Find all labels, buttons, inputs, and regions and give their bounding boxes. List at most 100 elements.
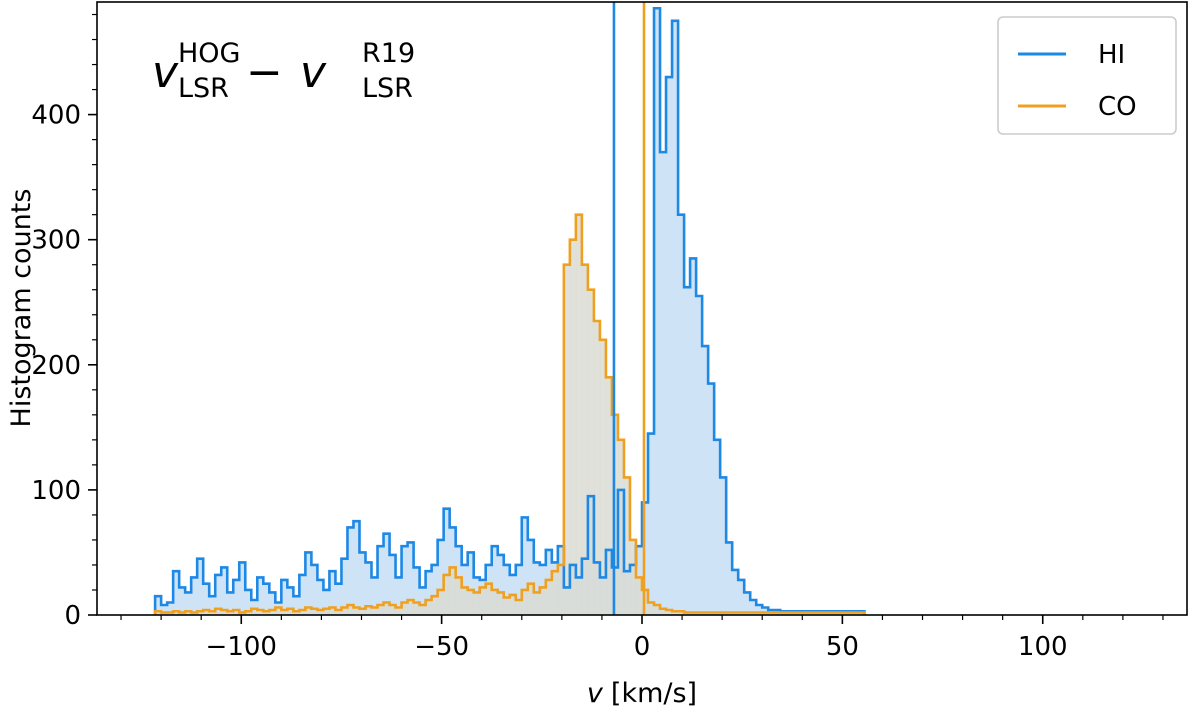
hi-bin: [515, 564, 523, 615]
co-bin: [431, 596, 439, 615]
hi-bin: [329, 571, 336, 615]
hi-bin: [467, 552, 475, 615]
co-bin: [515, 599, 523, 615]
co-bin: [654, 604, 661, 615]
co-bin: [233, 610, 240, 615]
x-tick-label: 100: [1018, 632, 1068, 662]
co-bin: [599, 339, 607, 615]
co-bin: [503, 597, 511, 615]
hi-bin: [155, 596, 162, 615]
co-bin: [635, 577, 643, 615]
co-bin: [648, 602, 655, 615]
co-bin: [395, 607, 402, 615]
annotation-right-var: v: [300, 47, 327, 98]
co-bin: [443, 574, 451, 615]
hi-bin: [311, 564, 318, 615]
hi-bin: [299, 574, 306, 615]
co-bin: [353, 607, 360, 615]
hi-bin: [431, 564, 439, 615]
hi-bin: [281, 579, 288, 615]
legend-co-label: CO: [1098, 92, 1137, 122]
co-bin: [473, 592, 481, 615]
co-bin: [227, 611, 234, 615]
co-bin: [281, 610, 288, 615]
hi-bin: [732, 569, 739, 615]
hi-bin: [738, 579, 745, 615]
co-bin: [221, 610, 228, 615]
co-bin: [299, 610, 306, 615]
co-bin: [407, 599, 414, 615]
hi-bin: [245, 589, 252, 615]
hi-bin: [365, 562, 372, 615]
hi-bin: [209, 596, 216, 615]
hi-bin: [353, 521, 360, 615]
co-bin: [257, 610, 264, 615]
x-axis-ticks: −100 −50 0 50 100: [120, 615, 1164, 662]
hi-bin: [383, 533, 390, 615]
hi-bin: [215, 574, 222, 615]
co-bin: [329, 607, 336, 615]
hi-bin: [714, 439, 721, 615]
co-bin: [449, 567, 457, 615]
co-bin: [293, 611, 300, 615]
co-bin: [587, 289, 595, 615]
co-bin: [527, 583, 535, 615]
hi-bin: [654, 8, 661, 615]
co-bin: [545, 579, 553, 615]
hi-bin: [221, 567, 228, 615]
co-bin: [467, 589, 475, 615]
co-bin: [575, 214, 583, 616]
co-bin: [425, 599, 433, 615]
co-bin: [383, 602, 390, 615]
hi-bin: [161, 604, 168, 615]
hi-bin: [491, 546, 499, 615]
co-bin: [521, 589, 529, 615]
co-bin: [666, 610, 673, 615]
hi-bin: [173, 571, 180, 615]
legend-hi-label: HI: [1098, 40, 1125, 70]
hi-bin: [323, 589, 330, 615]
co-bin: [557, 564, 565, 615]
co-bin: [347, 604, 354, 615]
hi-bin: [533, 562, 541, 615]
annotation-minus: −: [246, 47, 283, 98]
co-bin: [377, 604, 384, 615]
vertical-lines: [612, 2, 646, 615]
hi-bin: [197, 558, 204, 615]
co-bin: [497, 592, 505, 615]
co-bin: [479, 587, 487, 615]
x-tick-label: −50: [414, 632, 469, 662]
co-bin: [491, 589, 499, 615]
annotation-right-sup: R19: [362, 38, 415, 69]
x-tick-label: 50: [826, 632, 859, 662]
hi-bin: [371, 577, 378, 615]
hi-bin: [750, 599, 757, 615]
y-tick-label: 300: [31, 226, 81, 256]
co-bin: [660, 608, 667, 615]
hi-bin: [287, 587, 294, 615]
x-axis-label: v [km/s]: [587, 678, 697, 709]
co-bin: [317, 610, 324, 615]
co-bin: [305, 607, 312, 615]
y-axis-label: Histogram counts: [6, 189, 37, 428]
co-bin: [581, 264, 589, 615]
co-bin: [359, 608, 366, 615]
hi-bin: [497, 554, 505, 615]
co-bin: [419, 604, 426, 615]
co-bin: [215, 608, 222, 615]
co-bin: [413, 602, 420, 615]
x-tick-label: 0: [634, 632, 651, 662]
co-step-line: [153, 213, 866, 615]
hi-bin: [666, 77, 673, 615]
co-bin: [629, 539, 637, 615]
hi-bin: [179, 587, 186, 615]
co-bin: [269, 610, 276, 615]
co-bin: [678, 611, 685, 615]
hi-bin: [678, 214, 685, 616]
co-bin: [593, 321, 601, 615]
hi-bin: [437, 539, 445, 615]
hi-bin: [341, 558, 348, 615]
co-bin: [275, 607, 282, 615]
hi-bin: [167, 602, 174, 615]
co-bin: [617, 439, 625, 615]
